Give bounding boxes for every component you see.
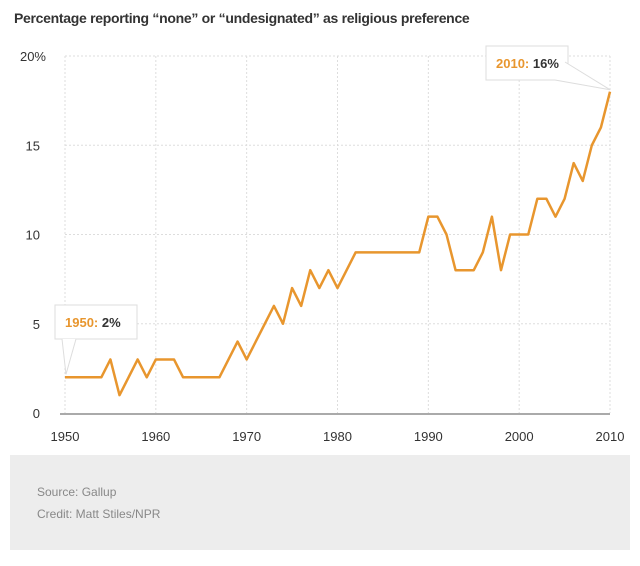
x-tick-label: 1950 xyxy=(51,429,80,444)
line-chart: 1950 1960 1970 1980 1990 2000 2010 0 5 10 15 20% 195… xyxy=(20,45,625,444)
x-tick-label: 1990 xyxy=(414,429,443,444)
y-tick-label: 5 xyxy=(33,317,40,332)
source-text: Source: Gallup xyxy=(37,485,117,499)
chart-title: Percentage reporting “none” or “undesign… xyxy=(14,10,470,26)
x-tick-label: 2010 xyxy=(596,429,625,444)
x-tick-label: 1970 xyxy=(232,429,261,444)
credit-text: Credit: Matt Stiles/NPR xyxy=(37,507,161,521)
footer: Source: Gallup Credit: Matt Stiles/NPR xyxy=(10,455,630,550)
annotation-2010: 2010: 16% xyxy=(485,45,611,91)
y-tick-label: 0 xyxy=(33,406,40,421)
y-tick-label: 10 xyxy=(26,228,40,243)
x-tick-label: 1980 xyxy=(323,429,352,444)
callout-box xyxy=(54,304,138,340)
series-line xyxy=(65,91,612,397)
y-tick-label: 20% xyxy=(20,49,46,64)
x-tick-label: 2000 xyxy=(505,429,534,444)
x-tick-label: 1960 xyxy=(141,429,170,444)
callout-label: 2010: 16% xyxy=(496,56,559,71)
y-tick-label: 15 xyxy=(26,138,40,153)
annotation-1950: 1950: 2% xyxy=(54,304,138,375)
callout-pointer xyxy=(61,338,77,375)
callout-label: 1950: 2% xyxy=(65,315,121,330)
callout-pointer xyxy=(554,61,611,91)
